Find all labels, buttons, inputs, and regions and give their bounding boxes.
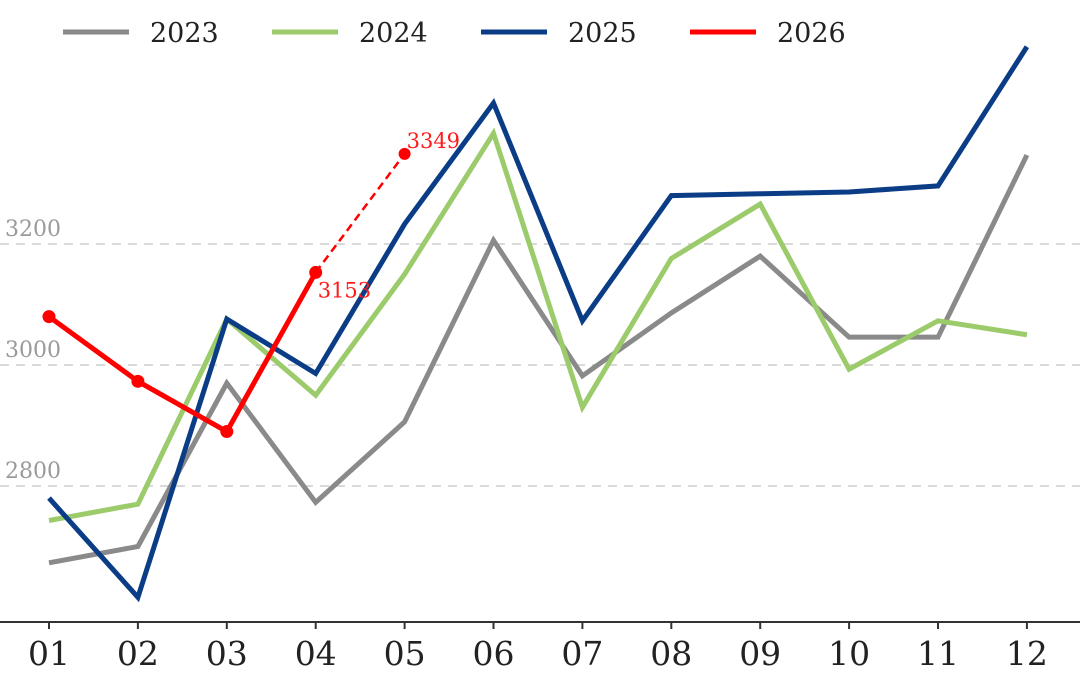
x-tick-label-01: 01 [28, 634, 70, 673]
series-line-2023 [48, 153, 1030, 566]
legend: 2023 2024 2025 2026 [63, 18, 846, 49]
x-tick-label-02: 02 [117, 634, 159, 673]
x-tick-label-11: 11 [917, 634, 959, 673]
series-line-2024 [48, 127, 1028, 523]
x-tick-label-07: 07 [561, 634, 603, 673]
series-2026-projection-point-05 [398, 147, 411, 160]
x-axis-ticks: 01 02 03 04 05 06 07 08 09 10 11 12 [28, 622, 1048, 673]
y-tick-label-3200: 3200 [5, 217, 61, 242]
legend-label-2023: 2023 [150, 18, 219, 49]
y-tick-label-3000: 3000 [5, 338, 61, 363]
x-tick-label-09: 09 [739, 634, 781, 673]
legend-label-2025: 2025 [568, 18, 637, 49]
x-tick-label-04: 04 [295, 634, 337, 673]
annotations: 3153 3349 [318, 129, 460, 303]
x-tick-label-03: 03 [206, 634, 248, 673]
y-axis-ticks: 2800 3000 3200 [5, 217, 61, 484]
series-2026-point-01 [42, 310, 56, 324]
series-2026-point-03 [220, 425, 234, 439]
x-tick-label-08: 08 [650, 634, 692, 673]
series-line-2026 [47, 271, 318, 435]
series-2026-projection-line [314, 153, 406, 274]
legend-label-2026: 2026 [777, 18, 846, 49]
data-label-3153: 3153 [318, 278, 371, 302]
x-tick-label-06: 06 [473, 634, 515, 673]
y-tick-label-2800: 2800 [5, 459, 61, 484]
x-tick-label-12: 12 [1006, 634, 1048, 673]
x-tick-label-10: 10 [828, 634, 870, 673]
series-line-2025 [47, 45, 1030, 603]
legend-label-2024: 2024 [359, 18, 428, 49]
series-2026-point-02 [131, 374, 145, 388]
gridlines [0, 243, 1080, 487]
series-lines [42, 45, 1030, 603]
x-tick-label-05: 05 [384, 634, 426, 673]
data-label-3349: 3349 [407, 129, 460, 153]
